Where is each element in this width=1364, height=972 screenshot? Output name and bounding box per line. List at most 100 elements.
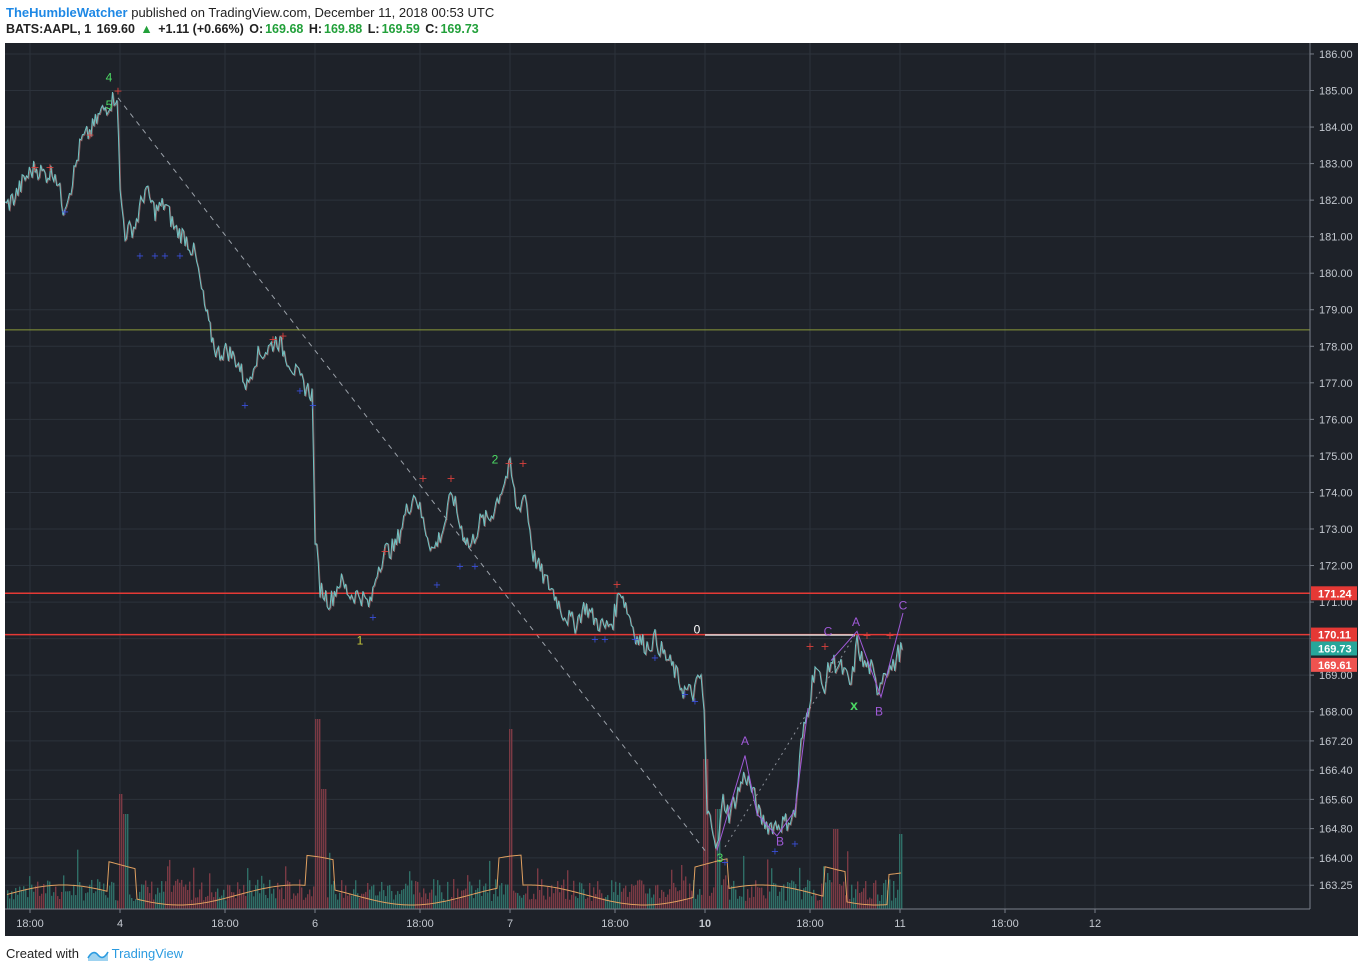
volume-bar [313, 886, 315, 909]
volume-bar [209, 873, 211, 909]
volume-bar [893, 880, 895, 909]
volume-bar [117, 900, 119, 909]
volume-bar [669, 889, 671, 909]
volume-bar [719, 809, 721, 909]
volume-bar [841, 885, 843, 909]
volume-bar [595, 894, 597, 909]
volume-bar [877, 894, 879, 909]
volume-bar [253, 896, 255, 909]
price-chart[interactable]: + ++++ +++ ++ +++ ++ +++ + + +++++++ ++ + +++++++452… [5, 43, 1358, 936]
volume-bar [391, 891, 393, 909]
volume-bar [815, 893, 817, 909]
volume-bar [171, 891, 173, 909]
volume-ma-line [6, 854, 902, 906]
volume-bar [201, 882, 203, 909]
volume-bar [331, 884, 333, 909]
price-tick-label: 184.00 [1319, 122, 1353, 134]
wave-label: 1 [357, 633, 364, 647]
volume-bar [299, 879, 301, 909]
volume-bar [865, 881, 867, 909]
volume-bar [185, 884, 187, 909]
volume-bar [631, 884, 633, 909]
volume-bar [195, 897, 197, 909]
author-link[interactable]: TheHumbleWatcher [6, 5, 128, 20]
volume-bar [733, 880, 735, 909]
up-arrow-icon: ▲ [140, 22, 153, 36]
volume-bar [163, 891, 165, 909]
volume-bar [475, 889, 477, 909]
volume-bar [247, 868, 249, 909]
support-marker: + [471, 562, 479, 573]
volume-bar [41, 893, 43, 909]
volume-bar [637, 880, 639, 909]
volume-bar [175, 880, 177, 909]
volume-bar [661, 889, 663, 909]
volume-bar [77, 849, 79, 909]
support-marker: + [296, 386, 304, 397]
volume-bar [465, 888, 467, 909]
support-marker: + [721, 857, 729, 868]
volume-bar [221, 895, 223, 909]
resistance-marker: + [30, 161, 39, 174]
volume-bar [69, 891, 71, 909]
volume-bar [127, 814, 129, 909]
volume-bar [75, 895, 77, 909]
price-tick-label: 169.00 [1319, 670, 1353, 682]
support-marker: + [681, 689, 689, 700]
symbol-label[interactable]: BATS:AAPL, 1 [6, 22, 92, 36]
volume-bar [311, 896, 313, 909]
volume-bar [325, 789, 327, 909]
volume-bar [417, 881, 419, 909]
volume-bar [737, 898, 739, 909]
volume-bar [169, 859, 171, 909]
price-change: +1.11 (+0.66%) [158, 22, 244, 36]
price-tick-label: 165.60 [1319, 794, 1353, 806]
price-tick-label: 178.00 [1319, 341, 1353, 353]
volume-bar [735, 889, 737, 909]
volume-bar [541, 879, 543, 909]
abc-wave-path [716, 707, 809, 851]
created-with-label: Created with [6, 946, 79, 961]
volume-bar [197, 897, 199, 909]
volume-bar [251, 891, 253, 909]
volume-bar [287, 880, 289, 909]
volume-bar [259, 893, 261, 909]
volume-bar [113, 882, 115, 909]
volume-bar [395, 894, 397, 909]
volume-bar [781, 887, 783, 909]
volume-bar [461, 890, 463, 909]
volume-bar [489, 860, 491, 909]
volume-bar [275, 898, 277, 909]
volume-bar [565, 898, 567, 909]
time-tick-label: 7 [507, 918, 513, 930]
volume-bar [871, 898, 873, 909]
publish-header: TheHumbleWatcher published on TradingVie… [6, 5, 494, 20]
volume-bar [837, 829, 839, 909]
volume-bar [235, 898, 237, 909]
volume-bar [765, 898, 767, 909]
support-marker: + [151, 251, 159, 262]
volume-bar [85, 893, 87, 909]
volume-bar [761, 887, 763, 909]
price-label-box [1311, 657, 1357, 672]
tradingview-brand-link[interactable]: TradingView [111, 946, 184, 961]
volume-bar [763, 895, 765, 909]
volume-bar [55, 886, 57, 909]
volume-bar [107, 897, 109, 909]
volume-bar [351, 895, 353, 909]
volume-bar [439, 885, 441, 909]
volume-bar [357, 893, 359, 909]
price-label: 169.73 [1318, 643, 1352, 655]
volume-bar [581, 883, 583, 909]
volume-bar [437, 880, 439, 909]
resistance-marker: + [612, 578, 621, 591]
volume-bar [487, 892, 489, 909]
volume-bar [135, 899, 137, 909]
volume-bar [875, 880, 877, 909]
volume-bar [511, 729, 513, 909]
volume-bar [119, 794, 121, 909]
volume-bar [703, 759, 705, 909]
support-marker: + [161, 251, 169, 262]
volume-bar [753, 896, 755, 909]
volume-bar [63, 875, 65, 909]
